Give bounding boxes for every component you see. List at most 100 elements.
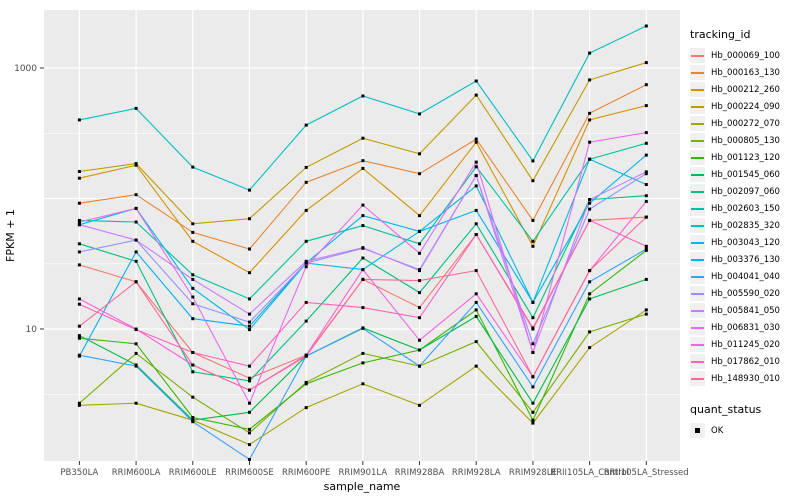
data-point <box>77 218 81 222</box>
data-point <box>474 300 478 304</box>
legend-entry-Hb_001123_120: Hb_001123_120 <box>690 149 800 166</box>
legend-entry-Hb_001545_060: Hb_001545_060 <box>690 166 800 183</box>
data-point <box>531 410 535 414</box>
data-point <box>588 292 592 296</box>
series-color-key-icon <box>690 218 705 233</box>
data-point <box>588 346 592 350</box>
series-color-key-icon <box>690 286 705 301</box>
data-point <box>248 297 251 301</box>
data-point <box>248 388 251 392</box>
legend-entry-Hb_017862_010: Hb_017862_010 <box>690 353 800 370</box>
legend-title-quant-status: quant_status <box>690 403 762 416</box>
data-point <box>418 338 421 342</box>
legend-entry-Hb_000805_130: Hb_000805_130 <box>690 132 800 149</box>
data-point <box>191 277 195 281</box>
data-point <box>644 215 648 219</box>
data-point <box>644 244 648 248</box>
data-point <box>248 320 251 324</box>
data-point <box>77 353 81 357</box>
data-point <box>418 152 421 156</box>
data-point <box>644 277 648 281</box>
legend-entry-Hb_005841_050: Hb_005841_050 <box>690 302 800 319</box>
legend-entry-Hb_000069_100: Hb_000069_100 <box>690 47 800 64</box>
data-point <box>304 259 308 263</box>
data-point <box>134 163 138 167</box>
data-point <box>474 174 478 177</box>
data-point <box>134 220 138 224</box>
data-point <box>361 214 365 218</box>
data-point <box>361 256 365 260</box>
series-color-key-icon <box>690 184 705 199</box>
data-point <box>361 166 365 170</box>
data-point <box>588 111 592 115</box>
data-point <box>191 420 195 424</box>
data-point <box>588 118 592 122</box>
data-point <box>531 316 535 320</box>
data-point <box>191 302 195 306</box>
data-point <box>644 170 648 174</box>
data-point <box>474 222 478 226</box>
series-color-key-icon <box>690 133 705 148</box>
legend-entry-label: Hb_005841_050 <box>711 305 780 316</box>
data-point <box>644 308 648 312</box>
data-point <box>191 230 195 234</box>
data-point <box>304 265 308 269</box>
data-point <box>361 224 365 228</box>
data-point <box>134 250 138 254</box>
legend-entry-label: Hb_006831_030 <box>711 322 780 333</box>
data-point <box>418 112 421 116</box>
legend-entry-Hb_002603_150: Hb_002603_150 <box>690 200 800 217</box>
legend-entry-label: Hb_011245_020 <box>711 339 780 350</box>
y-axis-title: FPKM + 1 <box>4 209 17 262</box>
data-point <box>531 179 535 183</box>
data-point <box>418 242 421 246</box>
legend-entry-Hb_000212_260: Hb_000212_260 <box>690 81 800 98</box>
series-color-key-icon <box>690 269 705 284</box>
legend-entry-label: Hb_000805_130 <box>711 135 780 146</box>
x-tick-label: RRIM600PE <box>282 468 330 478</box>
data-point <box>248 410 251 414</box>
ok-point-icon <box>690 423 705 438</box>
x-tick-label: RRIM901LA <box>339 468 388 478</box>
data-point <box>588 198 592 202</box>
legend-entry-label: Hb_017862_010 <box>711 356 780 367</box>
data-point <box>248 217 251 221</box>
data-point <box>361 136 365 140</box>
legend-entry-label: Hb_003043_120 <box>711 237 780 248</box>
data-point <box>474 93 478 97</box>
data-point <box>361 246 365 250</box>
legend-entry-label: Hb_004041_040 <box>711 271 780 282</box>
data-point <box>361 268 365 272</box>
data-point <box>77 250 81 254</box>
data-point <box>588 280 592 284</box>
legend-entry-label: Hb_000069_100 <box>711 50 780 61</box>
data-point <box>248 431 251 435</box>
data-point <box>531 244 535 248</box>
data-point <box>361 306 365 310</box>
legend: tracking_id Hb_000069_100 Hb_000163_130 Hb… <box>690 28 800 439</box>
data-point <box>304 300 308 304</box>
series-color-key-icon <box>690 116 705 131</box>
data-point <box>361 277 365 281</box>
data-point <box>248 427 251 431</box>
legend-entry-label: Hb_002097_060 <box>711 186 780 197</box>
data-point <box>304 261 308 265</box>
data-point <box>77 220 81 224</box>
data-point <box>191 273 195 277</box>
data-point <box>248 443 251 447</box>
data-point <box>418 316 421 320</box>
series-color-key-icon <box>690 82 705 97</box>
legend-entry-Hb_002097_060: Hb_002097_060 <box>690 183 800 200</box>
data-point <box>134 280 138 284</box>
legend-entry-Hb_000272_070: Hb_000272_070 <box>690 115 800 132</box>
data-point <box>418 306 421 310</box>
legend-entry-Hb_003376_130: Hb_003376_130 <box>690 251 800 268</box>
data-point <box>361 382 365 386</box>
data-point <box>644 194 648 198</box>
data-point <box>77 403 81 407</box>
data-point <box>588 207 592 211</box>
legend-entry-label: Hb_000272_070 <box>711 118 780 129</box>
data-point <box>134 259 138 263</box>
x-tick-label: RRIM600SE <box>225 468 274 478</box>
series-color-key-icon <box>690 235 705 250</box>
